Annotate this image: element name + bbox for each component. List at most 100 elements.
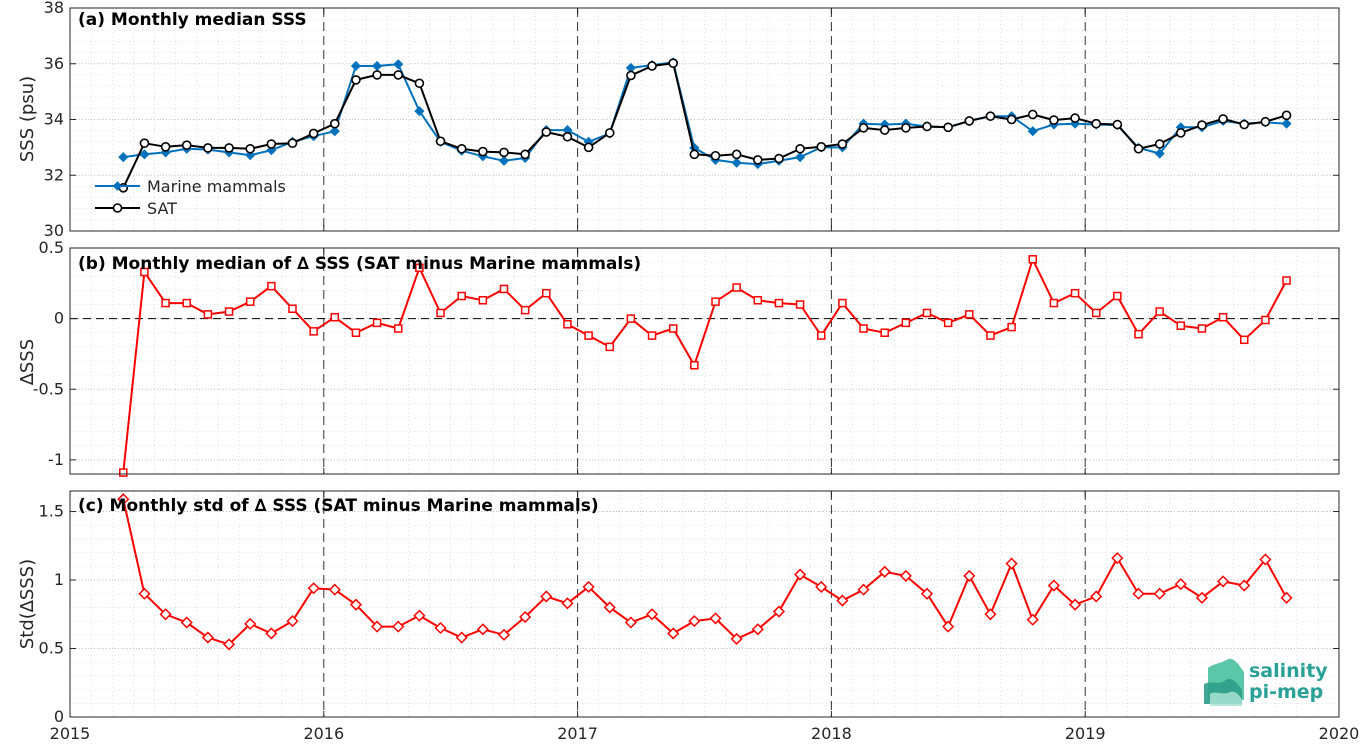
data-point (351, 328, 361, 337)
data-point (224, 307, 234, 316)
data-point (159, 608, 172, 621)
data-point (1175, 128, 1186, 138)
data-point (963, 569, 976, 582)
y-tick-label: 0 (54, 707, 64, 726)
data-point (1091, 118, 1101, 129)
data-point (455, 631, 468, 644)
data-point (541, 127, 552, 137)
data-point (372, 60, 383, 72)
data-point (794, 568, 807, 581)
data-point (1112, 119, 1123, 130)
data-point (857, 583, 870, 596)
data-point (837, 139, 848, 149)
data-point (1239, 119, 1250, 130)
data-point (117, 493, 130, 506)
data-point (582, 580, 595, 593)
x-tick-label: 2020 (1319, 724, 1360, 743)
data-point (1217, 575, 1230, 588)
data-point (774, 298, 784, 308)
data-point (499, 147, 509, 158)
data-point (435, 136, 446, 147)
panel-b-ylabel: ∆SSS (17, 339, 38, 386)
data-point (731, 149, 742, 160)
data-point (288, 304, 297, 313)
data-point (984, 608, 997, 621)
data-point (626, 314, 636, 323)
data-point (603, 601, 616, 614)
data-point (1282, 276, 1291, 285)
x-tick-label: 2019 (1065, 724, 1106, 743)
data-point (1007, 322, 1016, 332)
data-point (457, 291, 466, 301)
data-point (816, 331, 826, 340)
data-point (1153, 587, 1166, 600)
data-point (413, 609, 426, 622)
logo-wave-icon-3 (1210, 691, 1242, 706)
y-tick-label: -0.5 (33, 379, 64, 398)
data-point (563, 320, 572, 329)
data-point (878, 565, 891, 578)
data-point (478, 296, 488, 305)
data-point (1027, 109, 1038, 120)
data-point (1070, 288, 1080, 298)
panel-b-title: (b) Monthly median of ∆ SSS (SAT minus M… (78, 254, 641, 274)
data-point (1155, 307, 1164, 316)
data-point (732, 283, 741, 292)
data-point (498, 155, 510, 166)
data-point (350, 60, 362, 72)
data-point (964, 116, 975, 126)
data-point (542, 288, 551, 298)
data-point (372, 318, 382, 328)
panel-c-ylabel: Std(∆SSS) (17, 559, 38, 649)
data-point (1026, 613, 1039, 626)
data-point (604, 128, 615, 138)
data-point (1091, 308, 1101, 318)
data-point (922, 121, 932, 132)
data-point (245, 143, 255, 154)
data-point (626, 70, 636, 81)
data-point (244, 617, 257, 630)
data-point (752, 155, 763, 165)
data-point (1132, 587, 1145, 600)
data-point (1260, 116, 1271, 127)
data-point (751, 623, 764, 636)
data-point (1113, 291, 1122, 301)
data-point (436, 308, 445, 318)
axes-frame (69, 490, 1340, 718)
data-point (668, 324, 678, 333)
data-point (690, 360, 699, 370)
data-point (456, 143, 467, 154)
data-point (1174, 578, 1187, 591)
data-point (795, 152, 806, 163)
data-point (180, 616, 193, 629)
data-point (986, 331, 995, 340)
panel-c: 0 0.5 1 1.5 2015 2016 2017 2018 2019 2020 (39, 490, 1360, 743)
legend-sat-label: SAT (147, 199, 177, 218)
data-point (265, 627, 278, 640)
data-point (605, 342, 614, 352)
data-point (1154, 139, 1165, 149)
data-point (624, 616, 637, 629)
data-point (392, 620, 405, 633)
y-tick-label: 38 (44, 0, 64, 17)
data-point (815, 580, 828, 593)
axes-frame (69, 7, 1340, 232)
x-tick-label: 2015 (50, 724, 91, 743)
data-point (1176, 321, 1186, 330)
y-tick-label: 0.5 (39, 639, 64, 658)
y-tick-label: 30 (44, 221, 64, 240)
data-point (942, 620, 955, 633)
data-point (1238, 579, 1251, 592)
data-point (668, 58, 678, 68)
data-point (118, 152, 129, 163)
data-point (1239, 335, 1249, 345)
data-point (1027, 126, 1038, 137)
data-point (497, 628, 511, 641)
data-point (561, 597, 574, 610)
panel-a-ylabel: SSS (psu) (17, 76, 38, 162)
data-point (1134, 329, 1143, 339)
data-point (730, 632, 743, 645)
data-point (328, 583, 341, 596)
data-point (181, 140, 192, 150)
